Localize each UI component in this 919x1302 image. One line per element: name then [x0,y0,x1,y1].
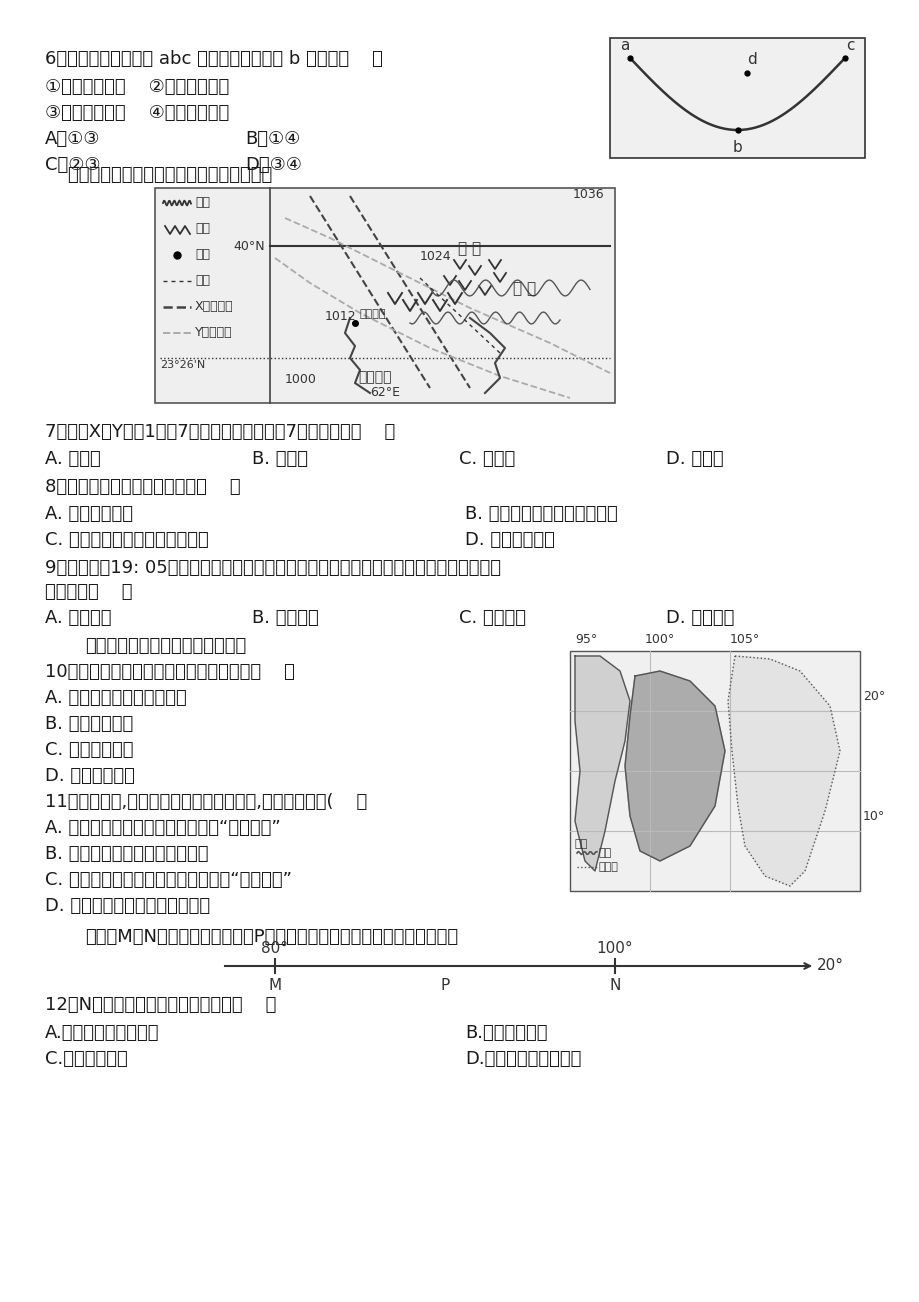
Text: 10°: 10° [862,810,884,823]
Text: D．③④: D．③④ [244,156,301,174]
Text: 100°: 100° [644,633,675,646]
Text: ③南半球大陆上    ④南半球海洋上: ③南半球大陆上 ④南半球海洋上 [45,104,229,122]
Text: 9．北京时间19: 05，瓜达尔港某船员发现，自己的影子恰好在其正后方，该船员此时面向: 9．北京时间19: 05，瓜达尔港某船员发现，自己的影子恰好在其正后方，该船员此… [45,559,501,577]
Text: 瓜达尔港: 瓜达尔港 [359,309,386,319]
Text: N: N [608,978,620,993]
Text: 河流: 河流 [598,848,611,858]
Text: 印 度: 印 度 [513,281,536,296]
Text: 河流: 河流 [195,197,210,210]
Text: 中 国: 中 国 [458,241,481,256]
Text: P: P [440,978,449,993]
Text: A. 全年炎热干燥: A. 全年炎热干燥 [45,505,133,523]
Text: B．①④: B．①④ [244,130,300,148]
Text: 20°: 20° [862,690,884,703]
Text: 40°N: 40°N [233,240,265,253]
Text: A. 东南方向: A. 东南方向 [45,609,111,628]
Text: 12．N地所在半岛的自然地理特征是（    ）: 12．N地所在半岛的自然地理特征是（ ） [45,996,276,1014]
Text: D.河流径流量丰富稳定: D.河流径流量丰富稳定 [464,1049,581,1068]
Text: 1024: 1024 [420,250,451,263]
Text: 105°: 105° [729,633,759,646]
Text: a: a [619,39,629,53]
Text: Y月等压线: Y月等压线 [195,327,233,340]
Text: C．②③: C．②③ [45,156,100,174]
Text: 读世界某地区图，回答下面小题。: 读世界某地区图，回答下面小题。 [85,637,246,655]
Text: ①北半球大陆上    ②北半球海洋上: ①北半球大陆上 ②北半球海洋上 [45,78,229,96]
Text: 的方向是（    ）: 的方向是（ ） [45,583,132,602]
Text: D. 西欧各国石油输入的咍唷要道: D. 西欧各国石油输入的咍唷要道 [45,897,210,915]
Text: A. 东南风: A. 东南风 [45,450,101,467]
Text: A. 热带经济作物种植园农业: A. 热带经济作物种植园农业 [45,689,187,707]
Text: D. 正北方向: D. 正北方向 [665,609,733,628]
Text: 95°: 95° [574,633,596,646]
Polygon shape [727,656,839,885]
Text: 6．读图回答，若曲线 abc 为一月等温线，则 b 地位于（    ）: 6．读图回答，若曲线 abc 为一月等温线，则 b 地位于（ ） [45,49,382,68]
Text: C. 冬季温和多雨，夏季炎热干燥: C. 冬季温和多雨，夏季炎热干燥 [45,531,209,549]
Text: 10．图中阴影部分表示的农业地域类型是（    ）: 10．图中阴影部分表示的农业地域类型是（ ） [45,663,295,681]
Text: 20°: 20° [816,958,843,974]
Text: d: d [747,52,756,68]
Text: 100°: 100° [596,941,632,956]
Text: C. 西南风: C. 西南风 [459,450,515,467]
Text: D. 东北风: D. 东北风 [665,450,723,467]
Bar [609,38,864,158]
Text: 图例: 图例 [574,838,587,849]
Polygon shape [574,656,630,871]
Text: b: b [732,141,742,155]
Text: 国界: 国界 [195,275,210,288]
Text: 7．图中X、Y代表1月扳7月等压线，瓜达尔港7月的风向是（    ）: 7．图中X、Y代表1月扳7月等压线，瓜达尔港7月的风向是（ ） [45,423,395,441]
Bar [570,651,859,891]
Text: B. 全年炎热，降水集中在夏季: B. 全年炎热，降水集中在夏季 [464,505,617,523]
Text: C. 亚洲与大洋洲、太平洋与印度洋的“十字路口”: C. 亚洲与大洋洲、太平洋与印度洋的“十字路口” [45,871,291,889]
Text: B.终年高温多雨: B.终年高温多雨 [464,1023,547,1042]
Text: 23°26'N: 23°26'N [160,359,205,370]
Text: 山脉: 山脉 [195,223,210,236]
Text: 下图中M、N分别位于两大半岛，P为两者间的海洋。读图，回答下面小题。: 下图中M、N分别位于两大半岛，P为两者间的海洋。读图，回答下面小题。 [85,928,458,947]
Text: 下图是世界某区域图，读图回答下列问题。: 下图是世界某区域图，读图回答下列问题。 [45,165,272,184]
Bar [154,187,614,404]
Text: A.山河相间，纵列分布: A.山河相间，纵列分布 [45,1023,159,1042]
Text: 1000: 1000 [285,372,316,385]
Text: 1012: 1012 [324,310,357,323]
Text: A. 印度洋与太平洋、亚洲与欧洲的“十字路口”: A. 印度洋与太平洋、亚洲与欧洲的“十字路口” [45,819,280,837]
Text: C. 西北方向: C. 西北方向 [459,609,526,628]
Text: A．①③: A．①③ [45,130,100,148]
Text: 80°: 80° [261,941,289,956]
Text: X月等压线: X月等压线 [195,301,233,314]
Text: 8．瓜达尔港地区的气候特征是（    ）: 8．瓜达尔港地区的气候特征是（ ） [45,478,241,496]
Text: 城市: 城市 [195,249,210,262]
Text: B. 西南方向: B. 西南方向 [252,609,318,628]
Text: B. 西北风: B. 西北风 [252,450,308,467]
Text: 11．在世界上,图示地区地理位置非常重要,是因为其位于(    ）: 11．在世界上,图示地区地理位置非常重要,是因为其位于( ） [45,793,367,811]
Text: 62°E: 62°E [369,385,400,398]
Text: c: c [845,39,854,53]
Polygon shape [624,671,724,861]
Text: C. 商品谷物农业: C. 商品谷物农业 [45,741,133,759]
Text: B. 季风水田农业: B. 季风水田农业 [45,715,133,733]
Text: 阿拉伯海: 阿拉伯海 [357,370,391,384]
Text: 1036: 1036 [573,187,604,201]
Text: D. 大牧场放牧业: D. 大牧场放牧业 [45,767,135,785]
Text: D. 全年高温多雨: D. 全年高温多雨 [464,531,554,549]
Text: C.地势东高西低: C.地势东高西低 [45,1049,128,1068]
Text: B. 亚洲各国到达非洲的必经之地: B. 亚洲各国到达非洲的必经之地 [45,845,209,863]
Text: M: M [268,978,281,993]
Text: 国界线: 国界线 [598,862,618,872]
